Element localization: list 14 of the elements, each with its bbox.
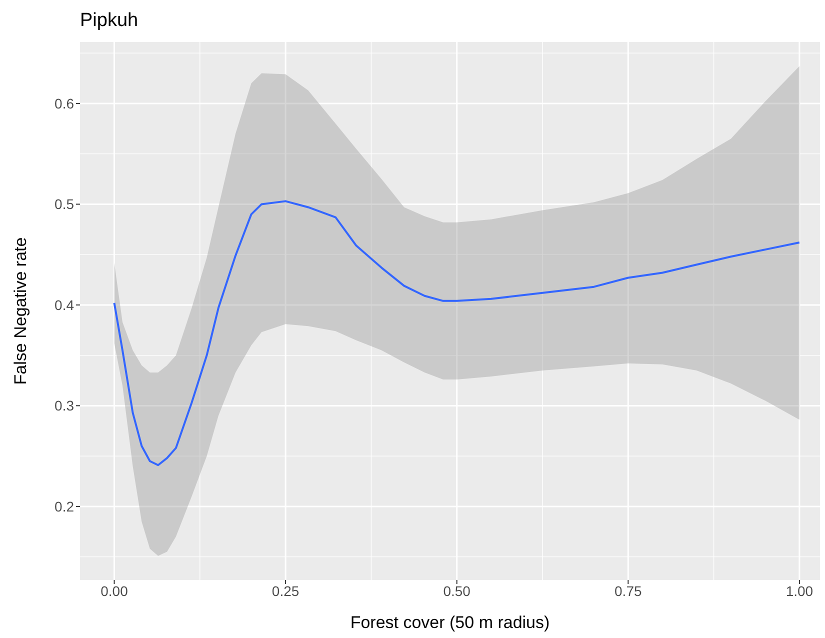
y-tick-label: 0.5 — [54, 196, 74, 212]
line-series — [113, 200, 800, 466]
y-tick-label: 0.4 — [54, 296, 74, 313]
x-tick-label: 0.75 — [614, 582, 642, 599]
y-tick-label: 0.2 — [54, 498, 74, 514]
x-axis-title: Forest cover (50 m radius) — [350, 613, 550, 632]
chart-title: Pipkuh — [80, 10, 138, 32]
x-tick-label: 0.25 — [272, 582, 300, 599]
y-tick-label: 0.3 — [54, 398, 74, 414]
x-tick-label: 0.50 — [443, 582, 471, 599]
y-axis-title: False Negative rate — [11, 237, 30, 385]
x-tick-label: 1.00 — [786, 582, 814, 599]
x-tick-label: 0.00 — [100, 582, 128, 599]
y-tick-label: 0.6 — [54, 95, 74, 112]
